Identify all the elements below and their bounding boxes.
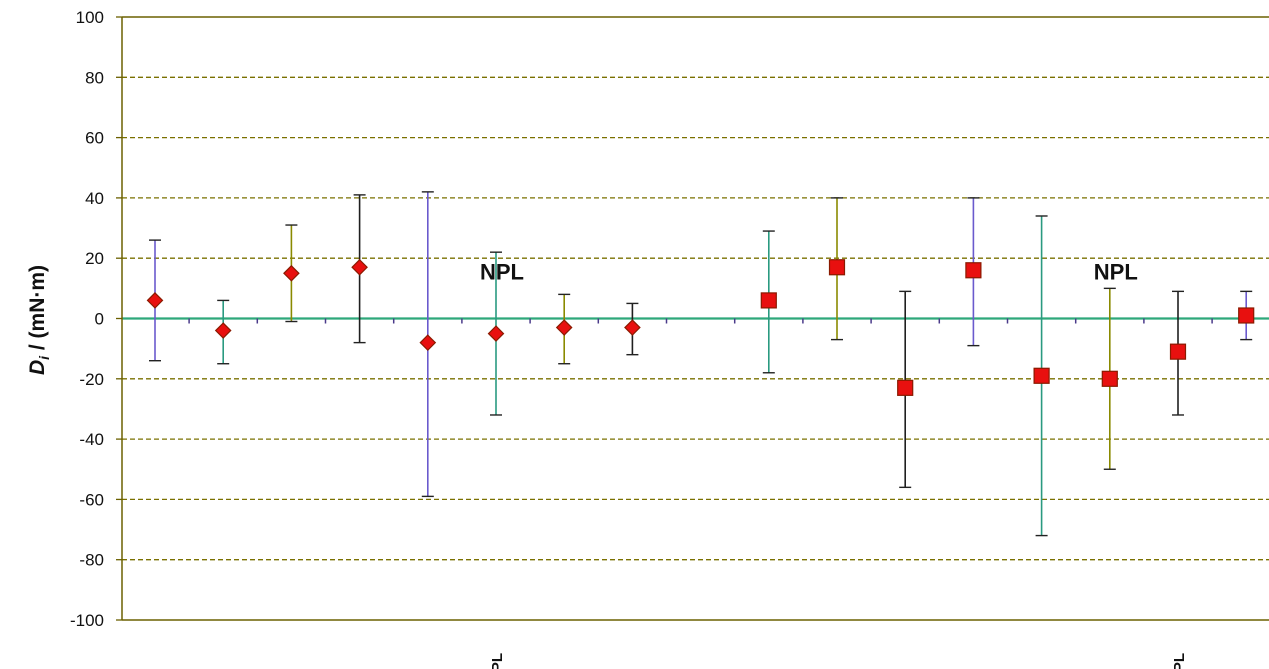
y-tick-label: -80 (79, 551, 104, 570)
data-markers (148, 260, 1254, 396)
data-point-diamond (557, 320, 572, 335)
annotation-label: NPL (1094, 259, 1138, 284)
data-point-square (898, 380, 913, 395)
y-tick-label: 100 (76, 8, 104, 27)
y-tick-label: 20 (85, 249, 104, 268)
annotation-label: NPL (480, 259, 524, 284)
data-point-square (1171, 344, 1186, 359)
y-tick-label: 60 (85, 129, 104, 148)
y-tick-label: 40 (85, 189, 104, 208)
data-point-square (966, 263, 981, 278)
data-point-diamond (148, 293, 163, 308)
y-tick-label: -60 (79, 490, 104, 509)
y-tick-label: 80 (85, 68, 104, 87)
x-category-label: NPL (1171, 653, 1188, 669)
annotations: NPL NPL (480, 259, 1138, 284)
data-point-square (830, 260, 845, 275)
x-category-label: NPL (489, 653, 506, 669)
data-point-diamond (352, 260, 367, 275)
data-point-diamond (284, 266, 299, 281)
y-tick-label: -100 (70, 611, 104, 630)
data-point-diamond (625, 320, 640, 335)
y-tick-label: 0 (95, 310, 104, 329)
data-point-square (761, 293, 776, 308)
y-tick-label: -20 (79, 370, 104, 389)
data-point-diamond (489, 326, 504, 341)
data-point-square (1239, 308, 1254, 323)
error-bars (149, 192, 1252, 536)
data-point-diamond (216, 323, 231, 338)
data-point-square (1034, 368, 1049, 383)
y-axis-label: Di / (mN·m) (26, 265, 52, 375)
x-category-labels: NPL NPL (489, 653, 1188, 669)
data-point-diamond (420, 335, 435, 350)
y-tick-label: -40 (79, 430, 104, 449)
data-point-square (1102, 371, 1117, 386)
y-axis-ticks: 100 80 60 40 20 0 -20 -40 -60 -80 -100 (70, 8, 122, 630)
